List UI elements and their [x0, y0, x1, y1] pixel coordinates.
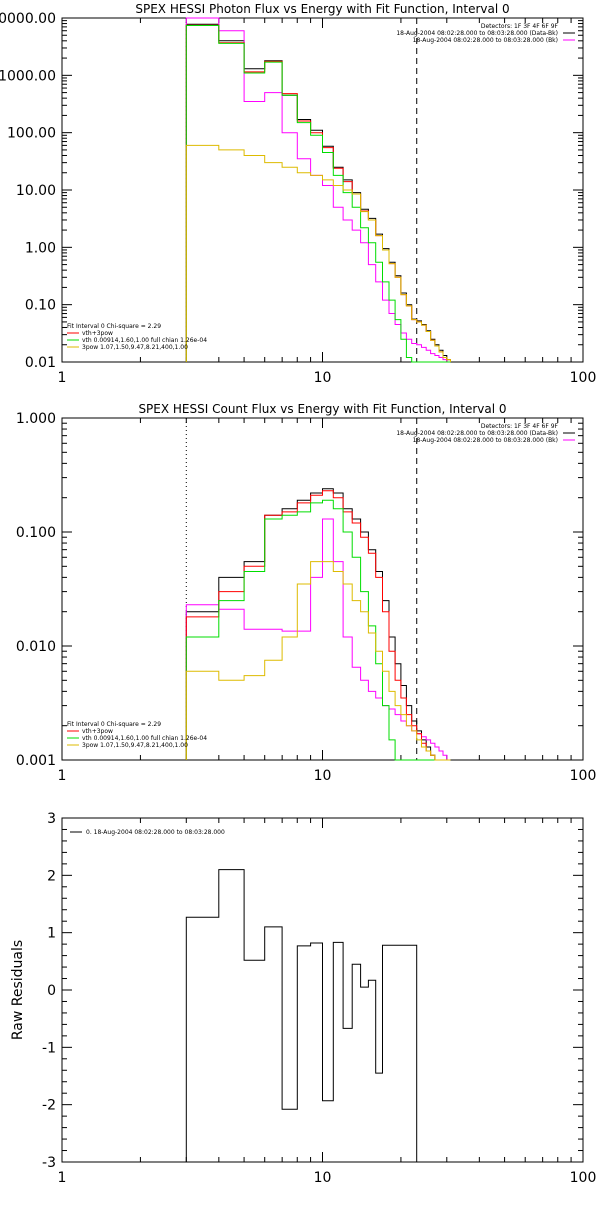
chart-0-info-line: Detectors: 1F 3F 4F 6F 9F [481, 23, 559, 30]
chart-0-ytick-label: 100.00 [7, 126, 56, 142]
chart-2-ytick-label: -2 [42, 1098, 56, 1114]
chart-0-series-2 [185, 24, 451, 362]
chart-2-ytick-label: 2 [47, 868, 56, 884]
chart-1-legend-text: vth 0.00914,1.60,1.00 full chian 1.26e-0… [82, 735, 207, 742]
chart-0-ytick-label: 10.00 [16, 183, 56, 199]
chart-0-series-0 [185, 23, 451, 362]
chart-0-axes-frame [61, 17, 584, 363]
chart-1-ytick-label: 0.010 [16, 639, 56, 655]
chart-2-ytick-label: -1 [42, 1040, 56, 1056]
chart-0-series-1 [185, 17, 451, 363]
chart-0-xtick-label: 1 [58, 370, 67, 386]
chart-0-ytick-label: 10000.00 [0, 11, 56, 27]
chart-0-xtick-label: 10 [314, 370, 332, 386]
chart-2-xtick-label: 1 [58, 1170, 67, 1186]
chart-0-series-4 [185, 144, 451, 362]
chart-0-legend-text: Fit Interval 0 Chi-square = 2.29 [67, 323, 161, 330]
chart-0-ytick-label: 1000.00 [0, 68, 56, 84]
chart-0-info-line: 18-Aug-2004 08:02:28.000 to 08:03:28.000… [396, 30, 558, 37]
chart-0-legend-text: vth 0.00914,1.60,1.00 full chian 1.26e-0… [82, 337, 207, 344]
chart-0-ytick-label: 1.00 [25, 240, 56, 256]
chart-0-legend-text: vth+3pow [82, 330, 113, 337]
chart-1-info-line: Detectors: 1F 3F 4F 6F 9F [481, 423, 559, 430]
chart-1-legend-text: vth+3pow [82, 728, 113, 735]
chart-0-series-3 [185, 25, 451, 363]
chart-0-xtick-label: 100 [570, 370, 597, 386]
chart-2-ytick-label: 0 [47, 983, 56, 999]
chart-2-ylabel: Raw Residuals [10, 940, 26, 1040]
chart-1-ytick-label: 1.000 [16, 411, 56, 427]
chart-0-ytick-label: 0.10 [25, 298, 56, 314]
chart-2-legend-text: 0. 18-Aug-2004 08:02:28.000 to 08:03:28.… [86, 829, 225, 836]
chart-1-info-line: 18-Aug-2004 08:02:28.000 to 08:03:28.000… [413, 437, 558, 444]
chart-2-ytick-label: 1 [47, 926, 56, 942]
chart-1-axes-frame [61, 417, 584, 761]
chart-0-info-line: 18-Aug-2004 08:02:28.000 to 08:03:28.000… [413, 37, 558, 44]
chart-0-legend-text: 3pow 1.07,1.50,9.47,8.21,400,1.00 [82, 344, 188, 351]
chart-1-series-1 [185, 518, 451, 761]
chart-2-xtick-label: 100 [570, 1170, 597, 1186]
chart-1-info-line: 18-Aug-2004 08:02:28.000 to 08:03:28.000… [396, 430, 558, 437]
chart-1-legend-text: Fit Interval 0 Chi-square = 2.29 [67, 721, 161, 728]
chart-1-legend-text: 3pow 1.07,1.50,9.47,8.21,400,1.00 [82, 742, 188, 749]
chart-1-series-0 [185, 488, 451, 761]
chart-1-xtick-label: 100 [570, 768, 597, 784]
chart-1-xtick-label: 10 [314, 768, 332, 784]
chart-2-ytick-label: -3 [42, 1155, 56, 1171]
chart-0-ytick-label: 0.01 [25, 355, 56, 371]
chart-1-ytick-label: 0.100 [16, 525, 56, 541]
chart-1-ytick-label: 0.001 [16, 753, 56, 769]
chart-2-xtick-label: 10 [314, 1170, 332, 1186]
chart-1-xtick-label: 1 [58, 768, 67, 784]
chart-2-series-0 [185, 869, 418, 1162]
chart-1-title: SPEX HESSI Count Flux vs Energy with Fit… [138, 402, 506, 416]
chart-1-series-4 [185, 561, 451, 761]
chart-0-title: SPEX HESSI Photon Flux vs Energy with Fi… [135, 2, 509, 16]
chart-1-series-3 [185, 499, 451, 761]
chart-2-ytick-label: 3 [47, 811, 56, 827]
chart-1-series-2 [185, 490, 451, 761]
